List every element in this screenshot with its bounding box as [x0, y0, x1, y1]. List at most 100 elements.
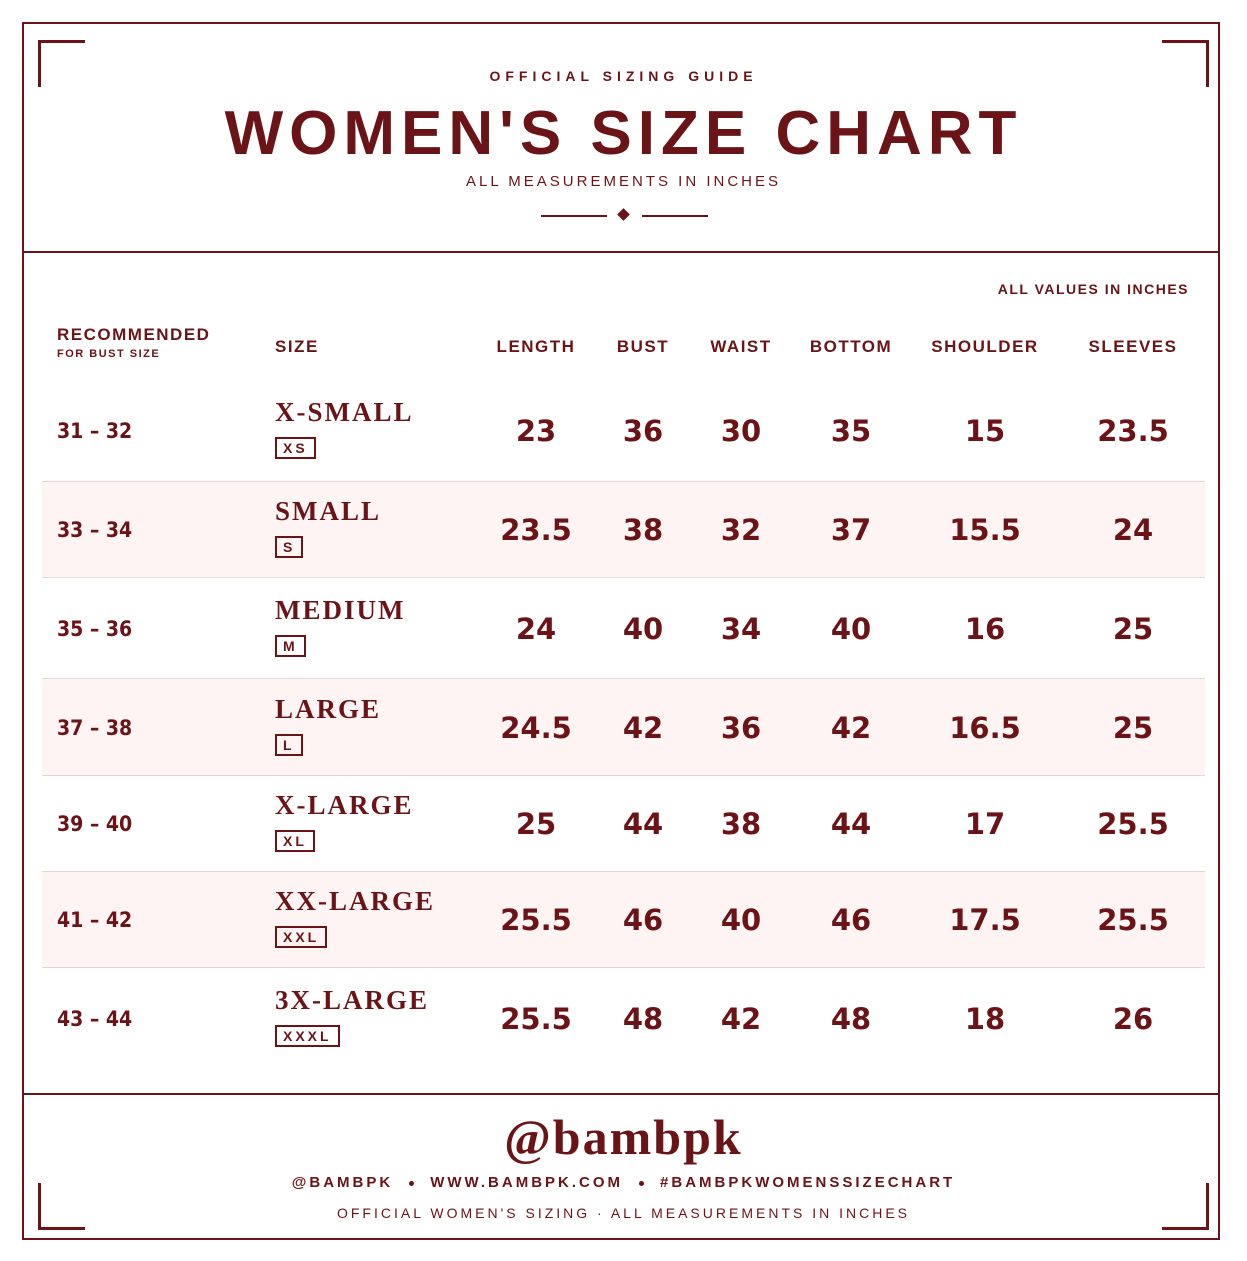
table-note: ALL VALUES IN INCHES	[997, 281, 1189, 297]
corner	[38, 1183, 85, 1230]
measurement: 24.5	[500, 710, 572, 745]
measurement: 40	[622, 611, 664, 646]
column-header: WAIST	[710, 337, 772, 356]
measurement: 17.5	[949, 903, 1021, 937]
bust-range: 41 – 42	[57, 908, 133, 932]
outer-frame	[22, 22, 1220, 1240]
size-name: XX-LARGE	[275, 886, 436, 916]
size-code: XL	[275, 830, 315, 852]
measurement: 26	[1112, 1002, 1154, 1036]
measurement: 44	[622, 807, 664, 841]
measurement: 40	[830, 611, 872, 646]
measurement: 35	[830, 414, 872, 448]
separator	[409, 1180, 415, 1186]
size-name: SMALL	[275, 496, 382, 526]
eyebrow: OFFICIAL SIZING GUIDE	[489, 68, 758, 84]
ornament-line	[541, 215, 607, 217]
measurement: 18	[964, 1002, 1006, 1036]
bust-range: 43 – 44	[57, 1007, 133, 1031]
bust-range: 31 – 32	[57, 419, 133, 443]
table-row	[42, 578, 1205, 679]
measurement: 15.5	[949, 513, 1021, 547]
column-header: SHOULDER	[931, 337, 1039, 356]
link: #BAMBPKWOMENSSIZECHART	[660, 1174, 956, 1191]
link: @BAMBPK	[291, 1174, 394, 1191]
size-code: XXL	[275, 926, 328, 948]
footer-note: OFFICIAL WOMEN'S SIZING · ALL MEASUREMEN…	[336, 1205, 911, 1221]
column-header: BOTTOM	[809, 337, 893, 356]
size-code: XXXL	[275, 1025, 340, 1047]
measurement: 23	[515, 414, 557, 448]
measurement: 38	[720, 807, 762, 841]
title: WOMEN'S SIZE CHART	[224, 99, 1023, 168]
measurement: 48	[830, 1002, 872, 1036]
column-header: RECOMMENDED	[57, 325, 211, 344]
measurement: 25.5	[500, 903, 572, 937]
measurement: 36	[622, 414, 664, 448]
size-code: L	[275, 733, 303, 756]
link: WWW.BAMBPK.COM	[430, 1174, 624, 1191]
measurement: 25	[1112, 710, 1154, 745]
measurement: 17	[964, 807, 1006, 841]
measurement: 23.5	[1097, 414, 1169, 448]
corner	[38, 40, 85, 87]
measurement: 23.5	[500, 513, 572, 547]
measurement: 16.5	[949, 710, 1021, 745]
table-row	[42, 482, 1205, 578]
measurement: 44	[830, 807, 872, 841]
measurement: 32	[720, 513, 762, 547]
size-name: MEDIUM	[275, 594, 406, 625]
measurement: 34	[720, 611, 762, 646]
measurement: 42	[622, 710, 664, 745]
measurement: 24	[1112, 513, 1154, 547]
size-code: S	[275, 536, 304, 558]
size-name: 3X-LARGE	[275, 985, 430, 1015]
measurement: 40	[720, 903, 762, 937]
measurement: 42	[830, 710, 872, 745]
bust-range: 35 – 36	[57, 616, 133, 641]
corner	[1162, 1183, 1209, 1230]
measurement: 25.5	[500, 1002, 572, 1036]
footer-divider	[22, 1093, 1220, 1095]
size-name: X-LARGE	[275, 790, 414, 820]
measurement: 37	[830, 513, 872, 547]
separator	[639, 1180, 645, 1186]
column-header: SLEEVES	[1088, 337, 1178, 356]
size-code: M	[275, 634, 306, 657]
measurement: 38	[622, 513, 664, 547]
table-row	[42, 679, 1205, 776]
column-header: BUST	[616, 337, 670, 356]
measurement: 48	[622, 1002, 664, 1036]
bust-range: 33 – 34	[57, 518, 133, 542]
subtitle: ALL MEASUREMENTS IN INCHES	[466, 173, 781, 190]
size-name: LARGE	[275, 693, 382, 724]
measurement: 25.5	[1097, 807, 1169, 841]
column-subheader: FOR BUST SIZE	[57, 348, 161, 360]
corner	[1162, 40, 1209, 87]
measurement: 16	[964, 611, 1006, 646]
measurement: 46	[830, 903, 872, 937]
measurement: 25	[515, 807, 557, 841]
footer-links: @BAMBPK WWW.BAMBPK.COM #BAMBPKWOMENSSIZECH…	[0, 1174, 1247, 1191]
column-header: LENGTH	[496, 337, 576, 356]
bust-range: 39 – 40	[57, 812, 133, 836]
table-row	[42, 968, 1205, 1070]
bust-range: 37 – 38	[57, 715, 133, 740]
header-divider	[22, 251, 1220, 253]
table-row	[42, 380, 1205, 482]
measurement: 24	[515, 611, 557, 646]
column-header: SIZE	[275, 337, 319, 356]
size-name: X-SMALL	[275, 397, 414, 427]
table-row	[42, 872, 1205, 968]
measurement: 25	[1112, 611, 1154, 646]
measurement: 36	[720, 710, 762, 745]
size-code: XS	[275, 437, 316, 459]
measurement: 30	[720, 414, 762, 448]
handle: @bambpk	[504, 1109, 743, 1165]
ornament-line	[642, 215, 708, 217]
measurement: 46	[622, 903, 664, 937]
measurement: 15	[964, 414, 1006, 448]
table-row	[42, 776, 1205, 872]
